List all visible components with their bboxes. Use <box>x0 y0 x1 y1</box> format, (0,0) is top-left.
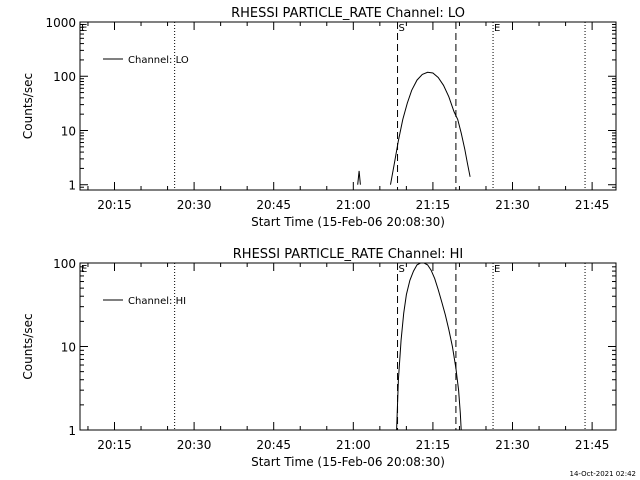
y-tick-label: 10 <box>61 341 76 355</box>
x-tick-label: 21:00 <box>336 438 371 452</box>
chart-title: RHESSI PARTICLE_RATE Channel: HI <box>233 247 463 262</box>
y-tick-label: 1 <box>68 424 76 438</box>
y-axis-label: Counts/sec <box>21 73 35 139</box>
series-line <box>390 71 471 185</box>
plot-frame <box>79 262 617 431</box>
y-axis-label: Counts/sec <box>21 313 35 379</box>
x-tick-label: 21:00 <box>336 198 371 212</box>
x-tick-label: 21:45 <box>575 438 610 452</box>
chart-panel-1: RHESSI PARTICLE_RATE Channel: LO Start Ti… <box>21 6 617 229</box>
marker-label: E <box>494 264 500 275</box>
x-axis-label: Start Time (15-Feb-06 20:08:30) <box>251 455 445 469</box>
x-tick-label: 21:45 <box>575 198 610 212</box>
marker-label: E <box>81 23 87 34</box>
y-tick-label: 10 <box>61 124 76 138</box>
x-tick-label: 20:45 <box>256 438 291 452</box>
x-tick-label: 20:30 <box>177 198 212 212</box>
footer-timestamp: 14-Oct-2021 02:42 <box>570 470 636 478</box>
plot-frame <box>79 21 617 191</box>
y-tick-label: 1000 <box>45 16 76 30</box>
marker-label: S <box>399 264 405 275</box>
chart-title: RHESSI PARTICLE_RATE Channel: LO <box>231 6 465 21</box>
series-line <box>396 262 462 431</box>
legend-label: Channel: HI <box>128 296 186 307</box>
y-tick-label: 100 <box>53 257 76 271</box>
legend-label: Channel: LO <box>128 55 189 66</box>
x-tick-label: 21:15 <box>416 198 451 212</box>
x-tick-label: 21:15 <box>416 438 451 452</box>
x-tick-label: 20:45 <box>256 198 291 212</box>
marker-label: S <box>399 23 405 34</box>
series-line <box>357 170 361 185</box>
x-tick-label: 20:15 <box>97 198 132 212</box>
x-tick-label: 20:30 <box>177 438 212 452</box>
y-tick-label: 1 <box>68 179 76 193</box>
chart-panel-2: RHESSI PARTICLE_RATE Channel: HI Start Ti… <box>21 247 617 469</box>
marker-label: E <box>494 23 500 34</box>
x-axis-label: Start Time (15-Feb-06 20:08:30) <box>251 215 445 229</box>
x-tick-label: 21:30 <box>495 438 530 452</box>
y-tick-label: 100 <box>53 70 76 84</box>
x-tick-label: 21:30 <box>495 198 530 212</box>
x-tick-label: 20:15 <box>97 438 132 452</box>
marker-label: E <box>81 264 87 275</box>
